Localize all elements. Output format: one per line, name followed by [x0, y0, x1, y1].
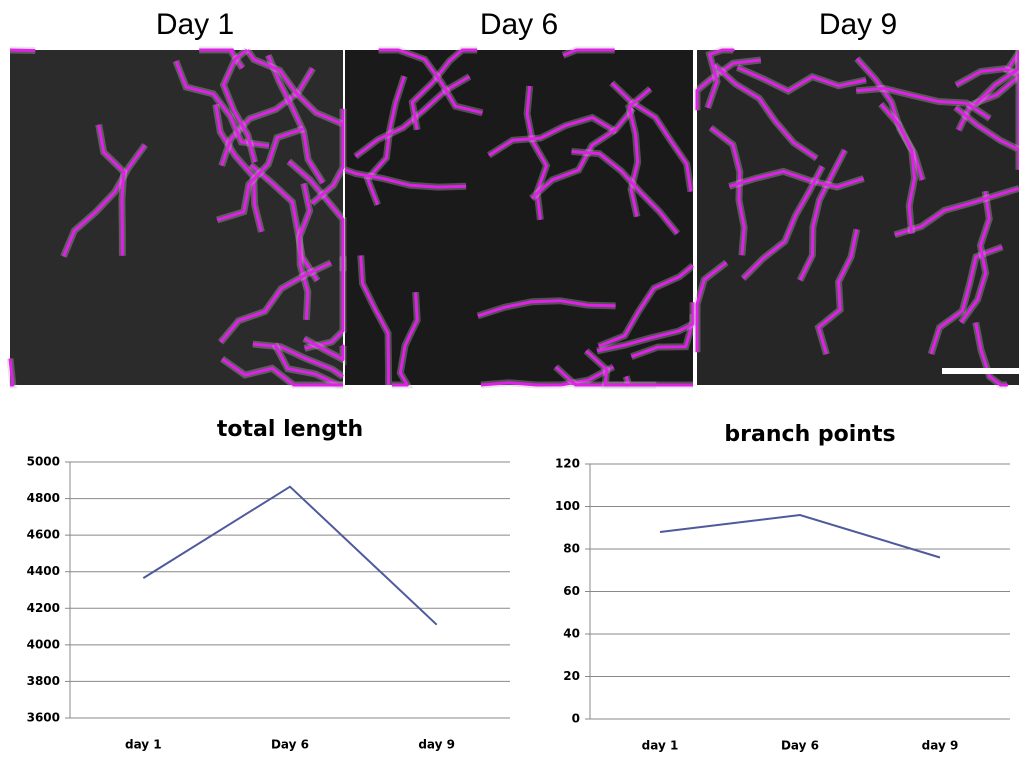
y-tick-label: 0 [572, 712, 580, 726]
panel-label: Day 1 [156, 8, 234, 41]
panel-label: Day 9 [819, 8, 897, 41]
chart-title: total length [217, 417, 363, 442]
panel-label: Day 6 [480, 8, 558, 41]
data-line [660, 515, 940, 558]
y-tick-label: 80 [563, 542, 580, 556]
y-tick-label: 4600 [27, 528, 60, 542]
y-tick-label: 4000 [27, 637, 60, 651]
figure: Day 1 Day 6 Day 9 total length 3600 3800 40… [0, 0, 1019, 757]
y-tick-label: 4800 [27, 491, 60, 505]
y-tick-label: 20 [563, 669, 580, 683]
x-tick-label: day 9 [418, 738, 455, 752]
y-tick-label: 100 [555, 499, 580, 513]
data-line [143, 487, 436, 625]
x-tick-label: day 1 [125, 738, 162, 752]
y-tick-label: 4400 [27, 564, 60, 578]
y-tick-label: 5000 [27, 455, 60, 469]
x-tick-label: day 9 [922, 739, 959, 753]
x-tick-label: Day 6 [271, 738, 309, 752]
x-tick-label: day 1 [642, 739, 679, 753]
vessel-trace [10, 50, 35, 51]
y-tick-label: 60 [563, 584, 580, 598]
y-tick-label: 4200 [27, 601, 60, 615]
y-tick-label: 3800 [27, 674, 60, 688]
y-tick-label: 120 [555, 457, 580, 471]
x-tick-label: Day 6 [781, 739, 819, 753]
y-tick-label: 3600 [27, 711, 60, 725]
chart-title: branch points [724, 422, 895, 447]
y-tick-label: 40 [563, 627, 580, 641]
